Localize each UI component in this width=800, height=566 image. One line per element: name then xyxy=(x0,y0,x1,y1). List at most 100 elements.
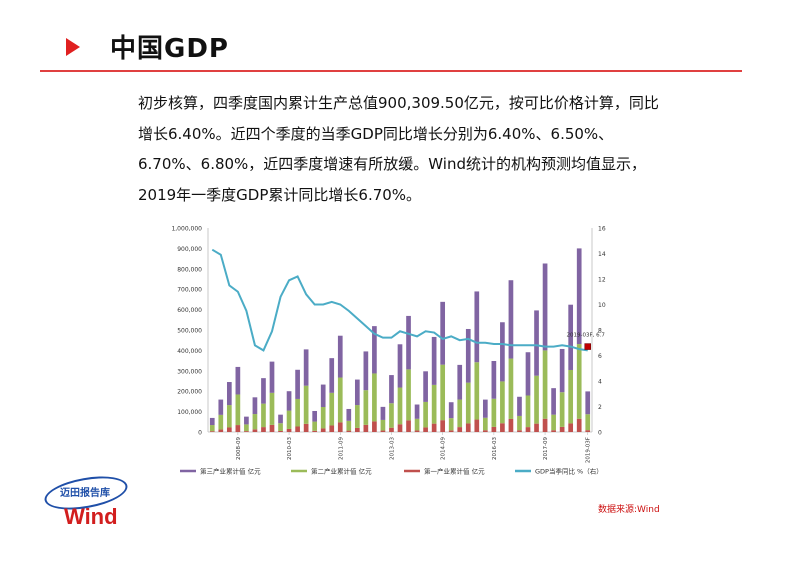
y2-tick-label: 4 xyxy=(598,379,602,386)
bar-secondary xyxy=(508,358,514,419)
bar-secondary xyxy=(542,350,548,419)
bar-secondary xyxy=(465,382,471,424)
bar-primary xyxy=(551,430,556,432)
bar-secondary xyxy=(380,419,386,431)
bar-primary xyxy=(209,431,215,432)
bar-primary xyxy=(261,427,266,432)
header: 中国GDP xyxy=(0,0,800,74)
bar-primary xyxy=(244,431,249,432)
bar-secondary xyxy=(363,390,369,425)
bar-tertiary xyxy=(517,396,522,416)
bar-primary xyxy=(542,418,548,432)
wind-logo: 迈田报告库 Wind xyxy=(38,470,150,542)
bar-primary xyxy=(303,423,309,432)
bar-tertiary xyxy=(269,361,275,393)
bar-secondary xyxy=(329,392,335,426)
bar-tertiary xyxy=(397,344,403,388)
legend-label: GDP当季同比 %（右） xyxy=(535,467,603,476)
bar-secondary xyxy=(568,369,574,424)
bar-secondary xyxy=(295,398,300,427)
logo-cn-text: 迈田报告库 xyxy=(60,488,110,499)
bar-secondary xyxy=(423,401,428,428)
bar-primary xyxy=(431,423,437,432)
legend-label: 第三产业累计值 亿元 xyxy=(200,467,261,476)
bar-primary xyxy=(517,430,522,432)
bar-secondary xyxy=(585,414,591,431)
bar-primary xyxy=(337,422,343,432)
bar-primary xyxy=(372,421,377,432)
bar-primary xyxy=(397,424,403,432)
bar-secondary xyxy=(559,392,565,427)
bar-secondary xyxy=(551,414,556,431)
bar-secondary xyxy=(346,420,352,431)
y-tick-label: 700,000 xyxy=(177,287,202,294)
bar-secondary xyxy=(500,381,505,424)
bar-primary xyxy=(380,430,386,432)
bar-tertiary xyxy=(363,351,369,391)
bar-tertiary xyxy=(406,315,411,370)
bar-secondary xyxy=(457,399,463,428)
y2-tick-label: 8 xyxy=(598,328,602,335)
bar-secondary xyxy=(440,364,446,421)
bar-tertiary xyxy=(448,402,454,419)
bar-primary xyxy=(576,418,582,432)
bar-tertiary xyxy=(380,406,386,420)
bar-primary xyxy=(226,427,232,432)
y2-tick-label: 0 xyxy=(598,430,602,437)
bar-primary xyxy=(534,423,539,432)
bar-tertiary xyxy=(482,399,488,418)
bar-secondary xyxy=(337,377,343,423)
bar-tertiary xyxy=(303,349,309,386)
bar-primary xyxy=(278,430,283,432)
x-tick-label: 2013-03 xyxy=(389,437,395,460)
bar-secondary xyxy=(534,375,539,424)
bar-secondary xyxy=(482,417,488,431)
bar-primary xyxy=(235,425,241,432)
bar-tertiary xyxy=(354,379,360,406)
bar-primary xyxy=(423,427,428,432)
bar-tertiary xyxy=(431,336,437,385)
bar-secondary xyxy=(576,344,582,419)
bar-secondary xyxy=(406,369,411,421)
bar-primary xyxy=(448,430,454,432)
bar-secondary xyxy=(269,392,275,425)
bar-secondary xyxy=(278,423,283,431)
bar-secondary xyxy=(286,410,292,429)
bar-tertiary xyxy=(286,391,292,411)
bar-primary xyxy=(363,424,369,432)
bar-tertiary xyxy=(389,375,394,404)
bar-secondary xyxy=(235,394,241,426)
x-tick-label: 2019-03F xyxy=(586,437,592,463)
bar-secondary xyxy=(414,418,420,431)
summary-paragraph: 初步核算，四季度国内累计生产总值900,309.50亿元，按可比价格计算，同比增… xyxy=(138,94,659,204)
gdp-chart: 0 100,000 200,000 300,000 400,000 500,000 600,… xyxy=(158,218,620,490)
bar-tertiary xyxy=(414,404,420,419)
y-tick-label: 200,000 xyxy=(177,389,202,396)
bar-tertiary xyxy=(226,382,232,406)
bar-tertiary xyxy=(576,248,582,345)
bar-secondary xyxy=(226,405,232,428)
y-tick-label: 0 xyxy=(198,430,202,437)
bar-secondary xyxy=(431,384,437,424)
y-tick-label: 900,000 xyxy=(177,246,202,253)
y-tick-label: 1,000,000 xyxy=(171,226,202,233)
bar-tertiary xyxy=(423,371,428,402)
y-tick-label: 600,000 xyxy=(177,307,202,314)
bar-tertiary xyxy=(491,361,497,399)
bar-secondary xyxy=(252,414,258,430)
x-tick-label: 2016-03 xyxy=(492,437,498,460)
bar-secondary xyxy=(303,385,309,424)
bar-tertiary xyxy=(278,414,283,424)
bar-secondary xyxy=(354,405,360,428)
title-divider xyxy=(40,70,742,72)
bar-tertiary xyxy=(320,384,326,408)
bar-secondary xyxy=(372,373,377,422)
bar-tertiary xyxy=(252,397,258,415)
gdp-chart-svg: 0 100,000 200,000 300,000 400,000 500,000 600,… xyxy=(171,226,605,476)
bar-secondary xyxy=(218,414,224,430)
bar-primary xyxy=(465,423,471,432)
bar-primary xyxy=(508,418,514,432)
bar-primary xyxy=(320,428,326,432)
bar-primary xyxy=(568,423,574,432)
bar-primary xyxy=(218,429,224,432)
